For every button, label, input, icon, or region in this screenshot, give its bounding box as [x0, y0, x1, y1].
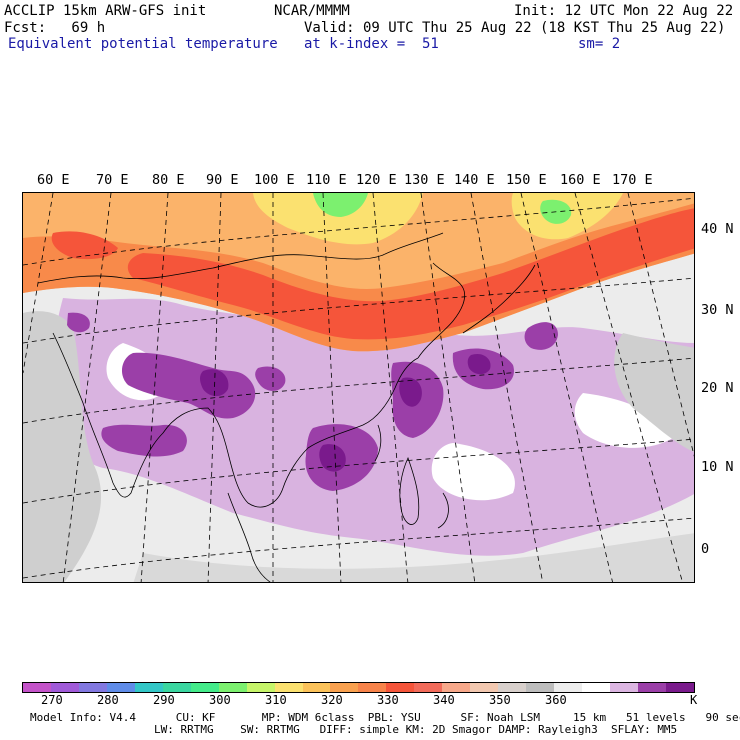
field-dark-purple-core — [399, 377, 422, 407]
colorbar-swatch — [637, 683, 666, 692]
colorbar-swatch — [386, 683, 415, 692]
lon-label-130e: 130 E — [404, 172, 445, 188]
colorbar-swatch — [414, 683, 443, 692]
colorbar-unit: K — [690, 693, 698, 707]
lon-label-90e: 90 E — [206, 172, 239, 188]
colorbar-tick-310: 310 — [265, 693, 287, 707]
colorbar-tick-320: 320 — [321, 693, 343, 707]
lat-label-10n: 10 N — [701, 459, 734, 475]
colorbar-swatch — [50, 683, 79, 692]
lat-label-40n: 40 N — [701, 221, 734, 237]
colorbar-tick-330: 330 — [377, 693, 399, 707]
field-yellow-pocket — [253, 193, 423, 245]
colorbar-swatch — [610, 683, 638, 692]
field-dark-purple-core — [200, 369, 229, 397]
field-hot-band — [51, 231, 118, 260]
model-title: ACCLIP 15km ARW-GFS init — [4, 3, 207, 19]
colorbar-tick-280: 280 — [97, 693, 119, 707]
field-lavender-region — [51, 298, 694, 556]
init-time: Init: 12 UTC Mon 22 Aug 22 — [514, 3, 734, 19]
colorbar-tick-360: 360 — [545, 693, 567, 707]
field-dark-purple-core — [319, 444, 346, 472]
colorbar-swatch — [190, 683, 219, 692]
model-info-line1: Model Info: V4.4 CU: KF MP: WDM 6class P… — [30, 711, 740, 724]
colorbar-tick-300: 300 — [209, 693, 231, 707]
colorbar-tick-350: 350 — [489, 693, 511, 707]
lat-label-30n: 30 N — [701, 302, 734, 318]
lon-label-150e: 150 E — [506, 172, 547, 188]
field-dark-purple-core — [467, 353, 491, 375]
colorbar-swatch — [246, 683, 275, 692]
colorbar-swatch — [78, 683, 107, 692]
field-purple-region — [121, 352, 256, 419]
colorbar-tick-340: 340 — [433, 693, 455, 707]
map-canvas — [23, 193, 694, 582]
colorbar-swatch — [302, 683, 331, 692]
lon-label-140e: 140 E — [454, 172, 495, 188]
lat-label-20n: 20 N — [701, 380, 734, 396]
level-index: at k-index = 51 — [304, 36, 439, 52]
colorbar-tick-270: 270 — [41, 693, 63, 707]
model-info-line2: LW: RRTMG SW: RRTMG DIFF: simple KM: 2D … — [154, 723, 678, 736]
field-hot-band — [127, 208, 694, 340]
theta-e-map — [22, 192, 695, 583]
lon-label-100e: 100 E — [254, 172, 295, 188]
colorbar-swatch — [358, 683, 387, 692]
forecast-hour: Fcst: 69 h — [4, 20, 106, 36]
center-name: NCAR/MMMM — [274, 3, 350, 19]
colorbar-swatch — [442, 683, 471, 692]
lon-label-160e: 160 E — [560, 172, 601, 188]
lon-label-170e: 170 E — [612, 172, 653, 188]
field-green-pocket — [313, 193, 368, 217]
colorbar-swatch — [582, 683, 611, 692]
field-light-orange-pocket — [23, 193, 103, 221]
field-light-orange-belt — [23, 193, 694, 352]
field-purple-region — [67, 312, 90, 333]
coastlines — [37, 232, 536, 582]
colorbar-swatch — [106, 683, 135, 692]
field-gray-east — [614, 333, 694, 453]
colorbar-swatch — [23, 683, 51, 692]
lon-label-110e: 110 E — [306, 172, 347, 188]
lat-label-0: 0 — [701, 541, 710, 557]
colorbar — [22, 682, 695, 693]
valid-time: Valid: 09 UTC Thu 25 Aug 22 (18 KST Thu … — [304, 20, 726, 36]
colorbar-swatch — [218, 683, 247, 692]
field-gray-south — [133, 533, 694, 582]
colorbar-swatch — [330, 683, 359, 692]
colorbar-swatch — [470, 683, 499, 692]
smoothing: sm= 2 — [578, 36, 621, 52]
field-gray-west — [23, 311, 101, 582]
field-white-patch — [574, 393, 673, 448]
lon-label-80e: 80 E — [152, 172, 185, 188]
field-purple-region — [524, 322, 558, 350]
colorbar-swatch — [498, 683, 527, 692]
graticule — [23, 193, 694, 582]
colorbar-swatch — [554, 683, 583, 692]
colorbar-swatch — [162, 683, 191, 692]
colorbar-swatch — [134, 683, 163, 692]
field-name: Equivalent potential temperature — [8, 36, 278, 52]
colorbar-swatch — [274, 683, 303, 692]
lon-label-70e: 70 E — [96, 172, 129, 188]
colorbar-tick-290: 290 — [153, 693, 175, 707]
colorbar-swatch — [526, 683, 555, 692]
field-purple-region — [101, 424, 187, 457]
lon-label-120e: 120 E — [356, 172, 397, 188]
colorbar-swatch — [665, 683, 694, 692]
field-purple-region — [255, 366, 286, 391]
lon-label-60e: 60 E — [37, 172, 70, 188]
